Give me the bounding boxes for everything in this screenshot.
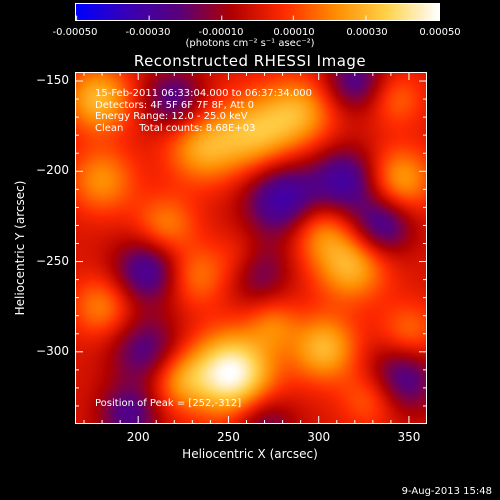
info-energy-range: Energy Range: 12.0 - 25.0 keV [95, 111, 248, 122]
colorbar-tick-label: -0.00010 [198, 27, 244, 38]
colorbar-tick-label: 0.00030 [346, 27, 388, 38]
colorbar-tick-label: -0.00050 [52, 27, 98, 38]
peak-position-label: Position of Peak = [252,-312] [95, 398, 242, 409]
y-tick-label: −300 [36, 343, 69, 358]
x-tick-label: 250 [216, 430, 240, 444]
axis-tick-marks [75, 72, 427, 424]
colorbar-tick-label: 0.00010 [273, 27, 315, 38]
y-tick-label: −200 [36, 163, 69, 178]
colorbar-units: (photons cm⁻² s⁻¹ asec⁻²) [185, 38, 315, 49]
x-tick-label: 300 [307, 430, 331, 444]
info-detectors: Detectors: 4F 5F 6F 7F 8F, Att 0 [95, 99, 255, 111]
date-stamp: 9-Aug-2013 15:48 [401, 486, 492, 497]
y-axis-label: Heliocentric Y (arcsec) [13, 180, 27, 316]
info-clean-counts: Clean Total counts: 8.68E+03 [95, 122, 256, 134]
heatmap-image [75, 72, 427, 424]
colorbar [75, 3, 440, 21]
x-axis-label: Heliocentric X (arcsec) [182, 447, 318, 461]
colorbar-tick-label: -0.00030 [125, 27, 171, 38]
plot-frame [75, 72, 427, 424]
x-tick-label: 350 [397, 430, 421, 444]
x-tick-label: 200 [126, 430, 150, 444]
heatmap-plot [75, 72, 427, 424]
plot-title: Reconstructed RHESSI Image [133, 52, 367, 70]
y-tick-label: −250 [36, 253, 69, 268]
info-time-range: 15-Feb-2011 06:33:04.000 to 06:37:34.000 [95, 88, 313, 99]
y-tick-label: −150 [36, 73, 69, 88]
colorbar-tick-label: 0.00050 [419, 27, 461, 38]
